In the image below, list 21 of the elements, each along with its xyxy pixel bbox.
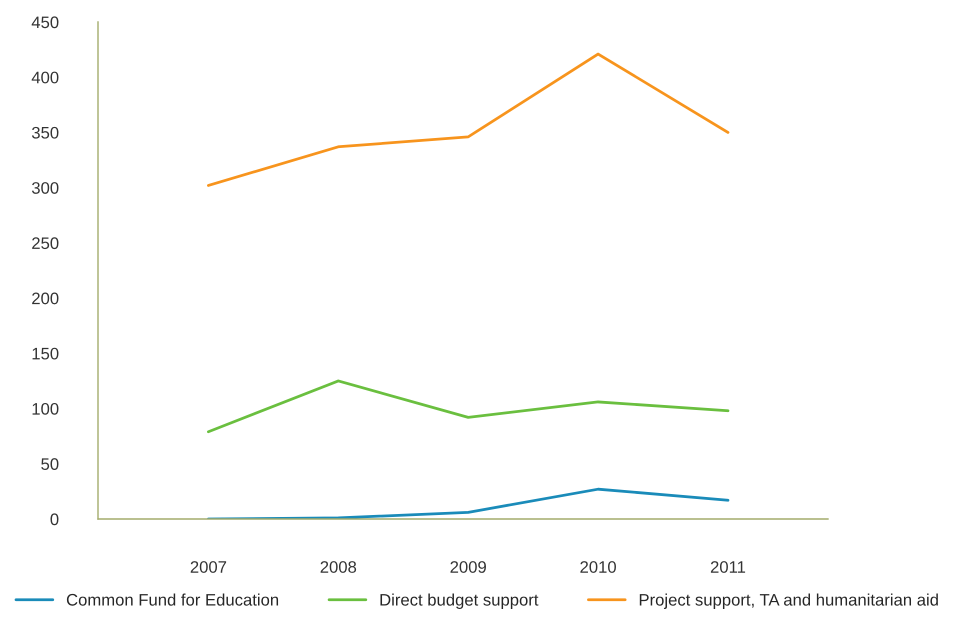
x-tick-label: 2011 [710,561,746,573]
y-tick-label: 350 [32,126,58,139]
y-tick-label: 200 [32,292,58,304]
y-tick-label: 400 [32,72,58,84]
x-tick-label: 2009 [450,561,486,573]
y-tick-label: 100 [32,402,58,415]
y-tick-label: 50 [41,458,58,470]
legend-label: Project support, TA and humanitarian aid [640,593,938,609]
x-tick-label: 2010 [580,561,616,573]
legend-label: Direct budget support [380,593,538,609]
y-tick-label: 250 [32,237,58,250]
y-tick-label: 0 [50,513,58,526]
x-tick-label: 2008 [320,561,356,573]
legend-label: Common Fund for Education [66,593,278,606]
line-series [207,380,730,434]
line-series [207,488,730,519]
y-tick-label: 300 [32,182,58,194]
y-tick-label: 450 [32,16,58,28]
line-series [207,52,730,187]
y-tick-label: 150 [32,348,58,360]
x-tick-label: 2007 [190,561,226,573]
